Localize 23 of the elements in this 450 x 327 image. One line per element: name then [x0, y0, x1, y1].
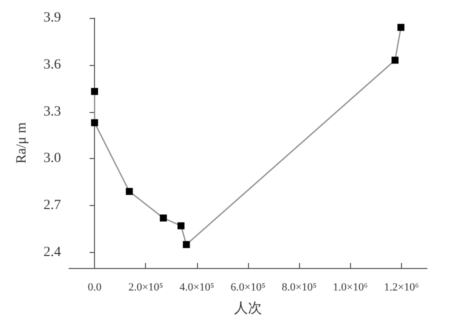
x-tick-label: 6.0×10⁵ [230, 282, 266, 294]
x-axis-title: 人次 [234, 300, 262, 316]
x-tick-label: 1.2×10⁶ [384, 282, 419, 294]
point [126, 188, 133, 195]
x-tick-label: 4.0×10⁵ [179, 282, 214, 294]
point [91, 88, 98, 95]
point [178, 222, 185, 230]
y-tick-label: 3.0 [44, 151, 61, 166]
point [397, 24, 404, 31]
y-axis-title: Ra/μ m [14, 122, 30, 164]
y-tick-label: 3.9 [44, 10, 61, 26]
x-tick-label: 0.0 [88, 282, 102, 294]
y-tick-label: 2.4 [44, 244, 61, 260]
point [182, 241, 190, 248]
x-tick-label: 1.0×10⁶ [332, 282, 368, 294]
y-tick-label: 3.6 [44, 57, 61, 72]
y-tick-label: 3.3 [44, 104, 61, 120]
point [392, 56, 399, 64]
x-tick-label: 2.0×10⁵ [128, 282, 164, 294]
x-tick-label: 8.0×10⁵ [282, 282, 317, 294]
point [160, 214, 167, 222]
y-tick-label: 2.7 [44, 198, 61, 213]
point [91, 119, 98, 126]
